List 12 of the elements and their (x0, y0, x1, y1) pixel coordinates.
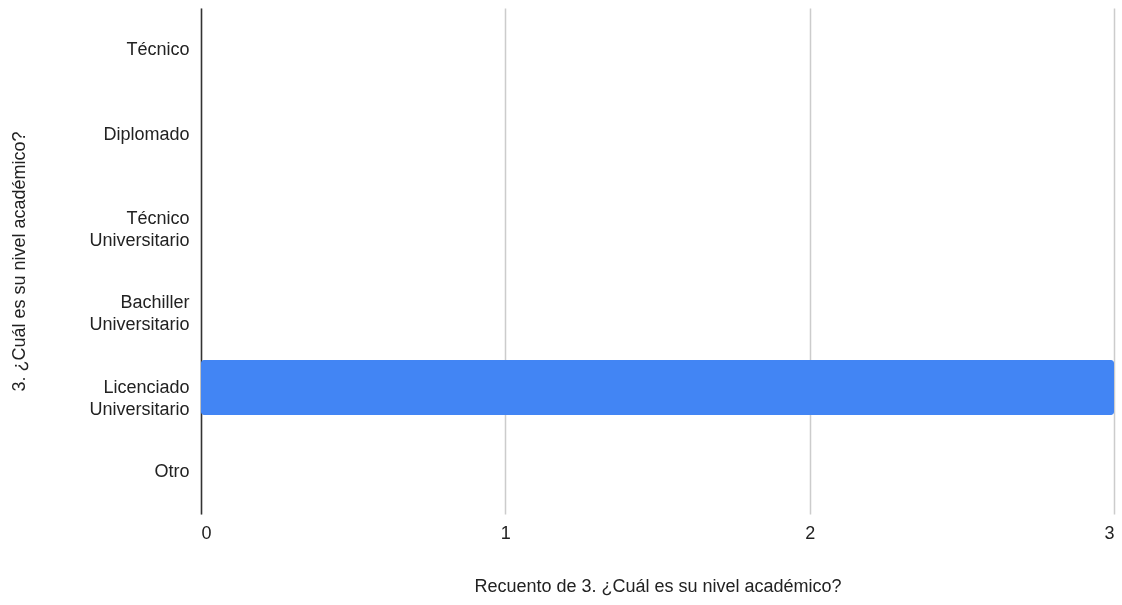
y-tick-label: Técnico (126, 39, 190, 60)
x-tick-label: 2 (805, 522, 816, 543)
y-axis-title: 3. ¿Cuál es su nivel académico? (9, 131, 30, 392)
y-tick-label: Otro (154, 460, 190, 481)
x-axis-title: Recuento de 3. ¿Cuál es su nivel académico? (474, 575, 842, 596)
x-tick-label: 3 (1104, 522, 1115, 543)
x-tick-label: 0 (201, 522, 212, 543)
x-tick-label: 1 (500, 522, 511, 543)
y-tick-label: Bachiller Universitario (89, 292, 190, 335)
y-tick-label: Licenciado Universitario (89, 376, 190, 419)
y-tick-label: Técnico Universitario (89, 207, 190, 250)
y-tick-label: Diplomado (103, 123, 190, 144)
